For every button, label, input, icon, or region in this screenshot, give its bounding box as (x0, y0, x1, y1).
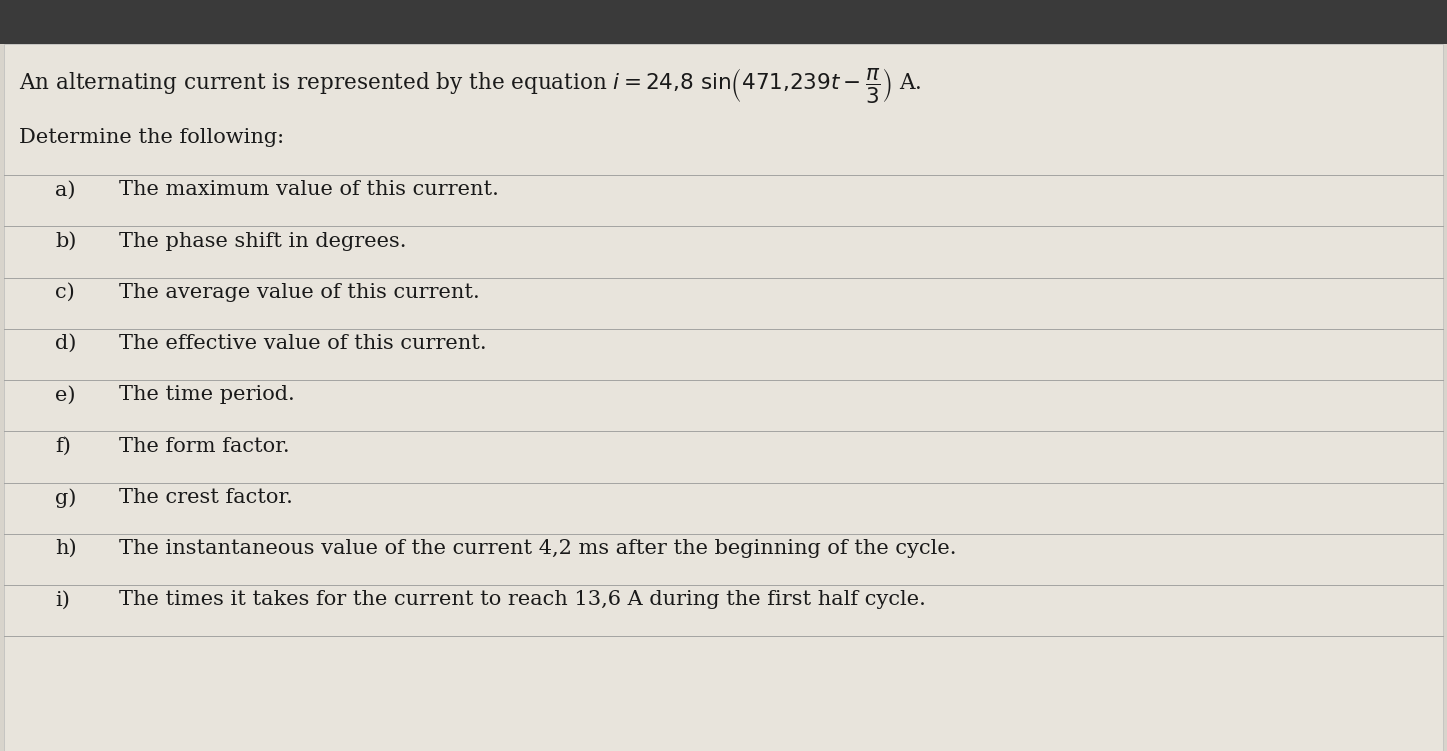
Text: The maximum value of this current.: The maximum value of this current. (119, 180, 499, 199)
Text: d): d) (55, 334, 77, 353)
FancyBboxPatch shape (0, 0, 1447, 44)
FancyBboxPatch shape (4, 44, 1443, 751)
Text: The average value of this current.: The average value of this current. (119, 283, 479, 302)
Text: The effective value of this current.: The effective value of this current. (119, 334, 486, 353)
Text: b): b) (55, 231, 77, 251)
Text: f): f) (55, 436, 71, 456)
Text: The form factor.: The form factor. (119, 436, 289, 456)
Text: The phase shift in degrees.: The phase shift in degrees. (119, 231, 407, 251)
Text: a): a) (55, 180, 75, 199)
Text: The instantaneous value of the current 4,2 ms after the beginning of the cycle.: The instantaneous value of the current 4… (119, 539, 956, 558)
Text: The times it takes for the current to reach 13,6 A during the first half cycle.: The times it takes for the current to re… (119, 590, 926, 609)
Text: g): g) (55, 488, 77, 508)
Text: An alternating current is represented by the equation $i = 24{,}8\ \sin\!\left(4: An alternating current is represented by… (19, 66, 922, 105)
Text: The crest factor.: The crest factor. (119, 488, 292, 507)
Text: c): c) (55, 283, 75, 302)
Text: h): h) (55, 539, 77, 558)
Text: The time period.: The time period. (119, 385, 294, 404)
Text: e): e) (55, 385, 75, 404)
Text: i): i) (55, 590, 69, 609)
Text: Determine the following:: Determine the following: (19, 128, 284, 146)
